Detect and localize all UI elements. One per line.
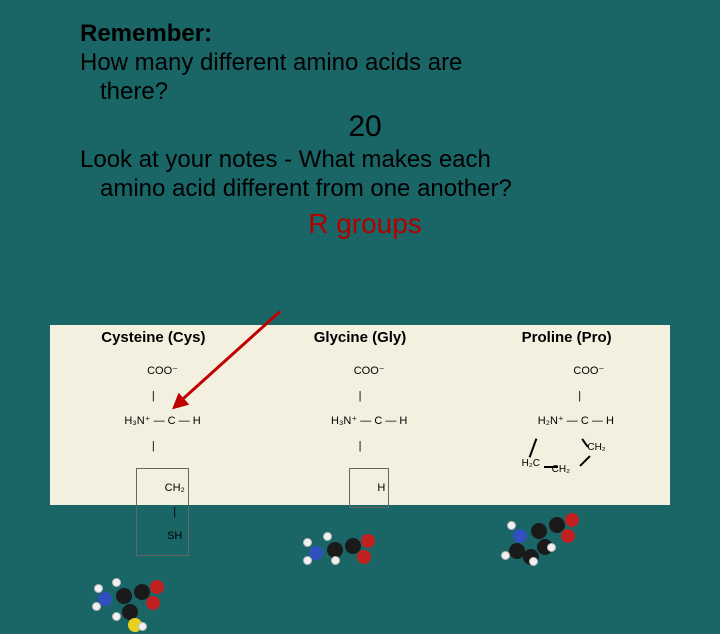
r-group-box: H — [349, 468, 389, 508]
slide-title: Remember: — [80, 20, 650, 49]
aa-label: Cysteine (Cys) — [50, 329, 257, 346]
molecule-model — [257, 526, 464, 586]
question-1-line-2: there? — [80, 78, 650, 107]
amino-acid-diagram: Cysteine (Cys) COO⁻ | H₃N⁺ — C — H | CH₂… — [50, 325, 670, 505]
amino-acid-proline: Proline (Pro) COO⁻ | H₂N⁺ — C — H H₂C CH… — [463, 325, 670, 505]
question-2-line-1: Look at your notes - What makes each — [80, 146, 650, 175]
answer-1: 20 — [80, 110, 650, 144]
amino-acid-cysteine: Cysteine (Cys) COO⁻ | H₃N⁺ — C — H | CH₂… — [50, 325, 257, 505]
structural-formula: COO⁻ | H₃N⁺ — C — H | H — [313, 352, 408, 521]
structural-formula: COO⁻ | H₂N⁺ — C — H H₂C CH₂ CH₂ — [519, 352, 613, 502]
molecule-model — [463, 507, 670, 567]
answer-2: R groups — [80, 208, 650, 240]
molecule-model — [50, 574, 257, 634]
r-group-box: CH₂ | SH — [136, 468, 189, 557]
question-1-line-1: How many different amino acids are — [80, 49, 650, 78]
structural-formula: COO⁻ | H₃N⁺ — C — H | CH₂ | SH — [106, 352, 201, 569]
amino-acid-glycine: Glycine (Gly) COO⁻ | H₃N⁺ — C — H | H — [257, 325, 464, 505]
aa-label: Glycine (Gly) — [257, 329, 464, 346]
aa-label: Proline (Pro) — [463, 329, 670, 346]
question-2-line-2: amino acid different from one another? — [80, 175, 650, 204]
